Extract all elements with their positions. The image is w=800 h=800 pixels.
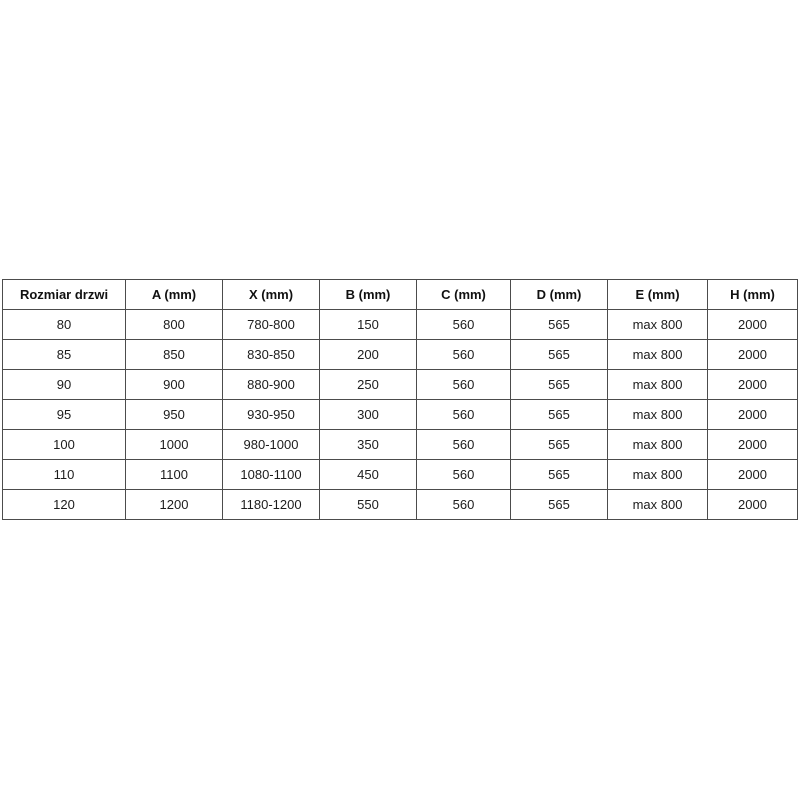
table-cell: 830-850 [222, 339, 320, 370]
table-cell: 780-800 [222, 309, 320, 340]
header-cell: H (mm) [707, 279, 798, 310]
table-cell: 560 [416, 339, 511, 370]
table-cell: 2000 [707, 339, 798, 370]
table-cell: 565 [510, 459, 608, 490]
table-cell: 1180-1200 [222, 489, 320, 520]
table-cell: 565 [510, 489, 608, 520]
table-cell: 550 [319, 489, 417, 520]
table-cell: 560 [416, 309, 511, 340]
table-cell: 560 [416, 489, 511, 520]
header-cell: E (mm) [607, 279, 708, 310]
header-cell: B (mm) [319, 279, 417, 310]
table-cell: 95 [2, 399, 126, 430]
door-size-spec-table: Rozmiar drzwi A (mm) X (mm) B (mm) C (mm) D (… [2, 279, 798, 520]
table-cell: 100 [2, 429, 126, 460]
table-cell: 2000 [707, 489, 798, 520]
table-cell: 150 [319, 309, 417, 340]
table-header: Rozmiar drzwi A (mm) X (mm) B (mm) C (mm) D (… [2, 279, 798, 310]
table-cell: 800 [125, 309, 223, 340]
table-cell: 200 [319, 339, 417, 370]
table-row: 110 1100 1080-1100 450 560 565 max 800 2000 [2, 459, 798, 490]
table-cell: 565 [510, 429, 608, 460]
table-row: 95 950 930-950 300 560 565 max 800 2000 [2, 399, 798, 430]
table-cell: 930-950 [222, 399, 320, 430]
table-cell: 120 [2, 489, 126, 520]
table-cell: max 800 [607, 489, 708, 520]
table-cell: 85 [2, 339, 126, 370]
table-cell: 2000 [707, 399, 798, 430]
table-cell: 560 [416, 369, 511, 400]
table-cell: 350 [319, 429, 417, 460]
table-cell: 565 [510, 399, 608, 430]
table-cell: 300 [319, 399, 417, 430]
table-row: 80 800 780-800 150 560 565 max 800 2000 [2, 309, 798, 340]
table-cell: 2000 [707, 429, 798, 460]
table-cell: 900 [125, 369, 223, 400]
table-cell: 1080-1100 [222, 459, 320, 490]
table-cell: 250 [319, 369, 417, 400]
table-cell: 950 [125, 399, 223, 430]
table-cell: 880-900 [222, 369, 320, 400]
table-cell: 1100 [125, 459, 223, 490]
table-cell: 2000 [707, 309, 798, 340]
table-row: 85 850 830-850 200 560 565 max 800 2000 [2, 339, 798, 370]
table-cell: 2000 [707, 459, 798, 490]
table-cell: max 800 [607, 399, 708, 430]
table-cell: 850 [125, 339, 223, 370]
table-cell: 1000 [125, 429, 223, 460]
table-cell: 560 [416, 399, 511, 430]
header-cell: A (mm) [125, 279, 223, 310]
table-cell: 565 [510, 339, 608, 370]
table-cell: 565 [510, 309, 608, 340]
header-cell: D (mm) [510, 279, 608, 310]
table-row: 100 1000 980-1000 350 560 565 max 800 2000 [2, 429, 798, 460]
table-cell: 110 [2, 459, 126, 490]
table-cell: 560 [416, 429, 511, 460]
table-cell: max 800 [607, 309, 708, 340]
table-cell: max 800 [607, 459, 708, 490]
table-cell: max 800 [607, 429, 708, 460]
table-cell: max 800 [607, 369, 708, 400]
header-cell: C (mm) [416, 279, 511, 310]
table-cell: 980-1000 [222, 429, 320, 460]
header-row: Rozmiar drzwi A (mm) X (mm) B (mm) C (mm) D (… [2, 279, 798, 310]
table-cell: max 800 [607, 339, 708, 370]
header-cell: Rozmiar drzwi [2, 279, 126, 310]
table-row: 90 900 880-900 250 560 565 max 800 2000 [2, 369, 798, 400]
table-cell: 2000 [707, 369, 798, 400]
table-cell: 450 [319, 459, 417, 490]
table-cell: 560 [416, 459, 511, 490]
table-cell: 1200 [125, 489, 223, 520]
header-cell: X (mm) [222, 279, 320, 310]
table-cell: 90 [2, 369, 126, 400]
table-cell: 80 [2, 309, 126, 340]
table-body: 80 800 780-800 150 560 565 max 800 2000 85 850 830… [2, 309, 798, 520]
table-row: 120 1200 1180-1200 550 560 565 max 800 2000 [2, 489, 798, 520]
table-cell: 565 [510, 369, 608, 400]
